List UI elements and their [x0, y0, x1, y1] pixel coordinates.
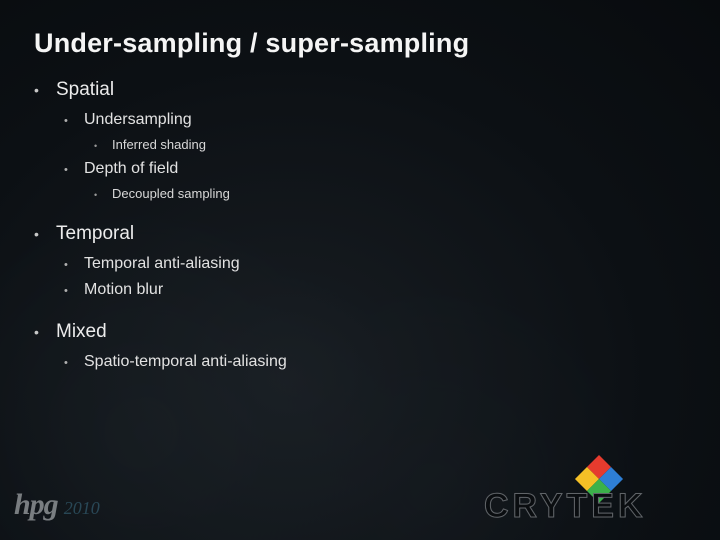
bullet-icon: • — [94, 141, 100, 151]
crytek-logo: CRYTEK — [484, 454, 694, 526]
list-item: • Spatial • Undersampling • Inferred shadin… — [34, 79, 686, 201]
crytek-logo-text: CRYTEK — [484, 487, 694, 526]
list-item: • Spatio-temporal anti-aliasing — [64, 353, 686, 371]
list-item: • Temporal • Temporal anti-aliasing • Motio… — [34, 223, 686, 299]
bullet-icon: • — [34, 226, 44, 242]
bullet-icon: • — [64, 357, 72, 369]
hpg-logo-text: hpg — [14, 488, 58, 522]
bullet-icon: • — [64, 164, 72, 176]
item-label: Undersampling — [84, 111, 192, 129]
item-label: Depth of field — [84, 160, 178, 178]
list-item: • Temporal anti-aliasing — [64, 255, 686, 273]
list-item: • Mixed • Spatio-temporal anti-aliasing — [34, 321, 686, 371]
slide-content: Under-sampling / super-sampling • Spatial… — [0, 0, 720, 371]
item-label: Temporal — [56, 223, 134, 245]
hpg-logo: hpg 2010 — [14, 488, 100, 522]
item-label: Mixed — [56, 321, 107, 343]
bullet-icon: • — [94, 190, 100, 200]
bullet-icon: • — [34, 324, 44, 340]
list-item: • Inferred shading — [94, 137, 686, 152]
bullet-icon: • — [64, 115, 72, 127]
bullet-icon: • — [34, 82, 44, 98]
bullet-list: • Spatial • Undersampling • Inferred shadin… — [34, 79, 686, 371]
list-item: • Decoupled sampling — [94, 186, 686, 201]
item-label: Inferred shading — [112, 137, 206, 152]
bullet-icon: • — [64, 285, 72, 297]
list-item: • Undersampling • Inferred shading — [64, 111, 686, 152]
list-item: • Depth of field • Decoupled sampling — [64, 160, 686, 201]
list-item: • Motion blur — [64, 281, 686, 299]
item-label: Motion blur — [84, 281, 163, 299]
item-label: Temporal anti-aliasing — [84, 255, 240, 273]
hpg-logo-year: 2010 — [64, 498, 100, 519]
item-label: Spatial — [56, 79, 114, 101]
slide-title: Under-sampling / super-sampling — [34, 28, 686, 59]
item-label: Decoupled sampling — [112, 186, 230, 201]
item-label: Spatio-temporal anti-aliasing — [84, 353, 287, 371]
bullet-icon: • — [64, 259, 72, 271]
